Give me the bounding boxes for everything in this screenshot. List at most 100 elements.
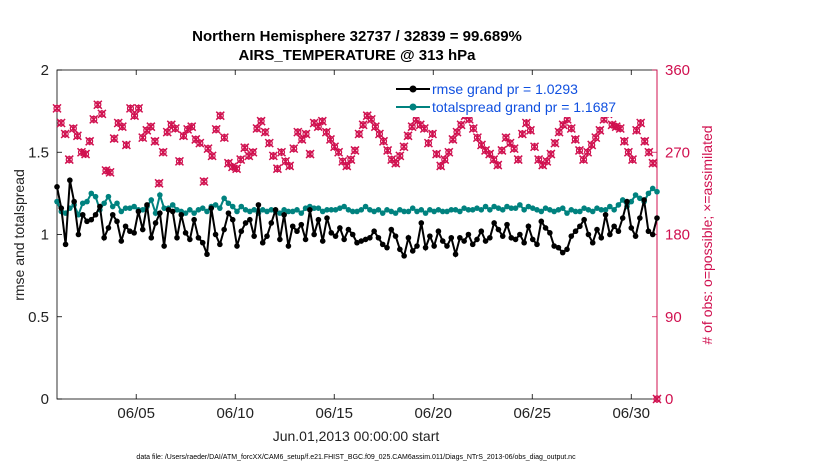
rmse-point xyxy=(581,216,587,223)
rmse-point xyxy=(315,216,322,223)
chart-title-line-2: AIRS_TEMPERATURE @ 313 hPa xyxy=(239,47,477,64)
totalspread-point xyxy=(529,205,536,211)
obs-count-point xyxy=(215,111,225,121)
rmse-point xyxy=(337,225,343,231)
obs-count-point xyxy=(183,124,193,134)
rmse-point xyxy=(127,228,133,235)
obs-count-point xyxy=(154,178,164,188)
rmse-point xyxy=(371,228,377,235)
obs-count-point xyxy=(423,138,433,148)
rmse-point xyxy=(525,223,532,230)
rmse-point xyxy=(58,205,65,211)
rmse-point xyxy=(238,228,245,235)
obs-count-point xyxy=(60,129,70,139)
obs-count-point xyxy=(652,394,662,404)
rmse-point xyxy=(264,233,270,239)
totalspread-point xyxy=(79,200,86,207)
left-tick-label: 0 xyxy=(41,391,49,408)
totalspread-point xyxy=(637,195,643,202)
totalspread-point xyxy=(367,207,373,213)
rmse-point xyxy=(178,211,185,218)
obs-count-point xyxy=(64,155,74,165)
totalspread-point xyxy=(504,203,510,210)
totalspread-point xyxy=(127,205,133,211)
obs-count-point xyxy=(591,133,601,143)
obs-count-point xyxy=(550,138,560,148)
rmse-point xyxy=(362,236,369,243)
obs-count-point xyxy=(444,147,454,157)
rmse-point xyxy=(144,202,150,208)
totalspread-point xyxy=(311,205,317,211)
rmse-point xyxy=(187,236,193,243)
obs-count-point xyxy=(640,136,650,146)
totalspread-point xyxy=(461,205,467,211)
totalspread-point xyxy=(602,207,609,213)
left-tick-label: 2 xyxy=(41,62,49,79)
obs-count-point xyxy=(72,131,82,141)
rmse-point xyxy=(148,234,155,241)
totalspread-point xyxy=(388,208,395,215)
rmse-point xyxy=(319,238,326,244)
totalspread-point xyxy=(465,207,472,213)
obs-count-point xyxy=(272,164,282,174)
totalspread-point xyxy=(251,207,257,213)
rmse-point xyxy=(649,231,656,238)
rmse-point xyxy=(632,233,639,239)
obs-count-point xyxy=(138,133,148,143)
rmse-point xyxy=(444,243,450,249)
obs-count-point xyxy=(452,127,462,137)
legend-rmse-marker xyxy=(409,85,417,93)
rmse-point xyxy=(474,236,480,243)
obs-count-point xyxy=(623,147,633,157)
totalspread-point xyxy=(122,205,129,211)
totalspread-point xyxy=(358,207,365,213)
obs-count-point xyxy=(301,129,311,139)
x-axis-label: Jun.01,2013 00:00:00 start xyxy=(273,428,440,444)
totalspread-point xyxy=(332,207,339,213)
obs-count-point xyxy=(399,142,409,152)
rmse-point xyxy=(285,243,292,249)
totalspread-point xyxy=(422,210,429,216)
obs-count-point xyxy=(321,127,331,137)
rmse-point xyxy=(542,225,549,231)
rmse-point xyxy=(259,239,266,246)
totalspread-point xyxy=(259,207,266,213)
totalspread-point xyxy=(431,208,437,215)
rmse-point xyxy=(165,207,172,213)
totalspread-point xyxy=(598,207,605,213)
left-y-axis-label: rmse and totalspread xyxy=(11,169,27,301)
totalspread-point xyxy=(217,205,223,211)
rmse-point xyxy=(508,234,515,241)
rmse-point xyxy=(551,243,557,249)
rmse-point xyxy=(161,243,167,249)
rmse-point xyxy=(448,234,455,241)
obs-count-point xyxy=(395,151,405,161)
obs-count-point xyxy=(264,138,274,148)
rmse-point xyxy=(109,211,116,218)
legend-box xyxy=(393,79,646,117)
totalspread-point xyxy=(491,203,497,210)
totalspread-point xyxy=(495,205,502,211)
rmse-point xyxy=(354,239,360,246)
rmse-series xyxy=(54,177,660,259)
totalspread-point xyxy=(538,208,545,215)
totalspread-point xyxy=(555,207,562,213)
rmse-point xyxy=(414,243,420,249)
obs-count-point xyxy=(174,156,184,166)
totalspread-point xyxy=(229,203,236,210)
totalspread-point xyxy=(435,207,442,213)
rmse-point xyxy=(341,236,347,243)
totalspread-point xyxy=(264,208,270,215)
rmse-point xyxy=(289,223,296,230)
rmse-point xyxy=(568,233,575,239)
totalspread-point xyxy=(289,208,296,215)
rmse-point xyxy=(615,228,622,235)
obs-count-point xyxy=(256,116,266,126)
x-tick-label: 06/10 xyxy=(216,405,254,422)
totalspread-point xyxy=(341,203,347,210)
totalspread-point xyxy=(611,207,617,213)
totalspread-point xyxy=(75,211,82,218)
obs-count-point xyxy=(260,127,270,137)
rmse-point xyxy=(277,236,283,243)
rmse-point xyxy=(174,234,180,241)
